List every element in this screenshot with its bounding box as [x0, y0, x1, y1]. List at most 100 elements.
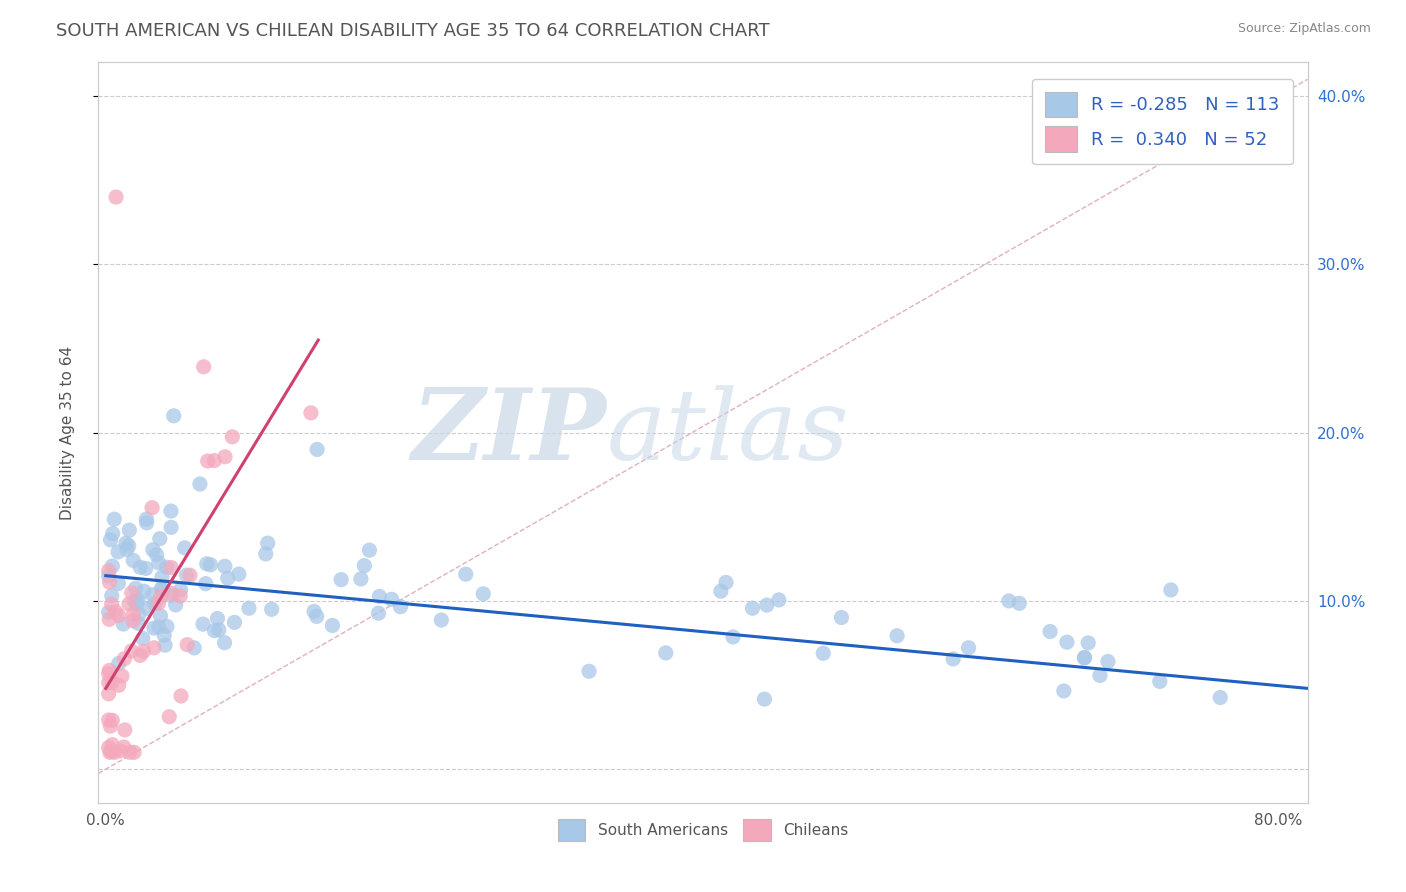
- Point: [145, 548, 167, 562]
- Point: [112, 651, 135, 665]
- Point: [350, 572, 373, 586]
- Point: [107, 678, 129, 692]
- Point: [179, 568, 201, 582]
- Point: [214, 559, 236, 574]
- Point: [1209, 690, 1232, 705]
- Point: [149, 532, 172, 546]
- Point: [122, 745, 145, 759]
- Point: [127, 593, 149, 607]
- Point: [118, 597, 141, 611]
- Point: [260, 602, 283, 616]
- Y-axis label: Disability Age 35 to 64: Disability Age 35 to 64: [60, 345, 75, 520]
- Point: [148, 620, 170, 634]
- Point: [197, 454, 219, 468]
- Point: [721, 630, 744, 644]
- Point: [110, 744, 132, 758]
- Point: [122, 553, 145, 567]
- Point: [98, 745, 121, 759]
- Text: Source: ZipAtlas.com: Source: ZipAtlas.com: [1237, 22, 1371, 36]
- Point: [135, 516, 157, 530]
- Point: [148, 556, 170, 570]
- Point: [142, 640, 165, 655]
- Point: [1053, 684, 1076, 698]
- Point: [307, 442, 329, 457]
- Point: [169, 582, 191, 597]
- Point: [156, 560, 179, 574]
- Point: [302, 604, 325, 618]
- Point: [202, 453, 225, 467]
- Legend: South Americans, Chileans: South Americans, Chileans: [551, 814, 855, 847]
- Point: [153, 638, 176, 652]
- Point: [97, 687, 120, 701]
- Point: [1056, 635, 1078, 649]
- Point: [136, 601, 159, 615]
- Point: [128, 607, 150, 622]
- Point: [129, 648, 152, 663]
- Point: [998, 594, 1021, 608]
- Text: SOUTH AMERICAN VS CHILEAN DISABILITY AGE 35 TO 64 CORRELATION CHART: SOUTH AMERICAN VS CHILEAN DISABILITY AGE…: [56, 22, 770, 40]
- Point: [321, 618, 343, 632]
- Point: [122, 614, 145, 628]
- Point: [149, 608, 172, 623]
- Point: [115, 542, 138, 557]
- Point: [101, 526, 124, 541]
- Point: [160, 504, 183, 518]
- Point: [153, 628, 176, 642]
- Point: [768, 593, 790, 607]
- Point: [115, 536, 138, 550]
- Point: [98, 612, 121, 626]
- Point: [160, 520, 183, 534]
- Point: [813, 646, 835, 660]
- Point: [160, 560, 183, 574]
- Point: [97, 564, 120, 578]
- Point: [305, 609, 328, 624]
- Point: [176, 568, 198, 582]
- Point: [97, 713, 120, 727]
- Point: [1160, 582, 1182, 597]
- Point: [127, 616, 149, 631]
- Point: [160, 586, 183, 600]
- Point: [368, 590, 391, 604]
- Point: [97, 740, 120, 755]
- Point: [104, 605, 127, 619]
- Point: [165, 598, 187, 612]
- Point: [101, 675, 124, 690]
- Point: [143, 597, 166, 611]
- Point: [114, 723, 136, 737]
- Point: [97, 675, 120, 690]
- Point: [204, 624, 226, 638]
- Point: [135, 512, 157, 526]
- Point: [886, 629, 908, 643]
- Point: [1149, 674, 1171, 689]
- Point: [111, 669, 134, 683]
- Point: [98, 575, 121, 590]
- Point: [714, 575, 737, 590]
- Point: [238, 601, 260, 615]
- Point: [224, 615, 246, 630]
- Point: [118, 523, 141, 537]
- Point: [221, 430, 243, 444]
- Point: [124, 581, 146, 595]
- Point: [135, 561, 157, 575]
- Point: [105, 190, 128, 204]
- Point: [100, 533, 122, 547]
- Point: [141, 500, 163, 515]
- Point: [152, 582, 174, 597]
- Point: [214, 636, 236, 650]
- Point: [173, 541, 195, 555]
- Point: [127, 596, 149, 610]
- Point: [254, 547, 277, 561]
- Point: [122, 594, 145, 608]
- Point: [754, 692, 776, 706]
- Point: [169, 589, 191, 603]
- Point: [118, 539, 141, 553]
- Point: [330, 573, 353, 587]
- Point: [107, 576, 129, 591]
- Point: [741, 601, 763, 615]
- Text: atlas: atlas: [606, 385, 849, 480]
- Point: [107, 608, 129, 623]
- Point: [132, 632, 155, 646]
- Point: [957, 640, 980, 655]
- Point: [207, 611, 229, 625]
- Point: [1073, 650, 1095, 665]
